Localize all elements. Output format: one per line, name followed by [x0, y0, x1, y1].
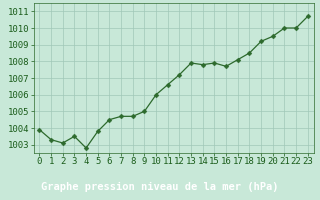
Text: Graphe pression niveau de la mer (hPa): Graphe pression niveau de la mer (hPa)	[41, 182, 279, 192]
